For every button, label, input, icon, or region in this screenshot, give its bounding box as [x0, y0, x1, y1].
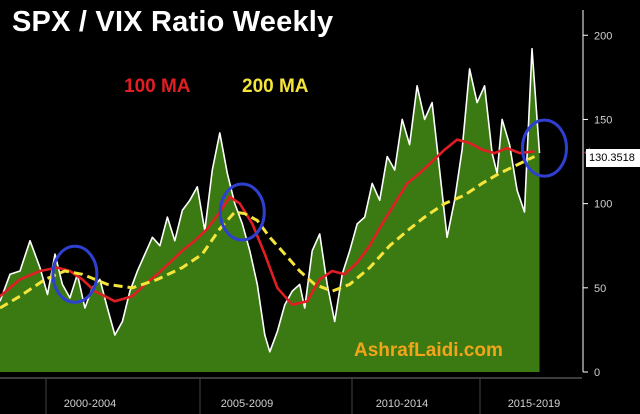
x-tick-label: 2005-2009 — [221, 398, 274, 410]
y-tick-label: 150 — [594, 114, 612, 126]
overlay — [51, 118, 568, 304]
series-line-ratio — [0, 47, 541, 353]
current-value-tag: 130.3518 — [586, 149, 640, 167]
highlight-circle-3 — [521, 118, 568, 178]
legend-200-ma: 200 MA — [242, 76, 309, 97]
x-tick-label: 2015-2019 — [508, 398, 561, 410]
legend-100-ma: 100 MA — [124, 76, 191, 97]
x-tick-label: 2010-2014 — [376, 398, 429, 410]
x-tick-label: 2000-2004 — [64, 398, 117, 410]
y-tick-label: 50 — [594, 283, 606, 295]
y-tick-label: 0 — [594, 367, 600, 379]
y-tick-label: 200 — [594, 30, 612, 42]
watermark: AshrafLaidi.com — [354, 340, 503, 361]
chart-title: SPX / VIX Ratio Weekly — [12, 6, 334, 38]
y-tick-label: 100 — [594, 199, 612, 211]
highlight-circle-1 — [51, 244, 99, 304]
plot-area — [0, 47, 541, 372]
series-line-100-ma — [0, 138, 535, 306]
highlight-circle-2 — [218, 182, 266, 242]
series-line-200-ma — [0, 155, 536, 310]
axes: 0 50 100 150 200 2000-2004 2005-2009 2010-2014 2… — [0, 10, 612, 414]
